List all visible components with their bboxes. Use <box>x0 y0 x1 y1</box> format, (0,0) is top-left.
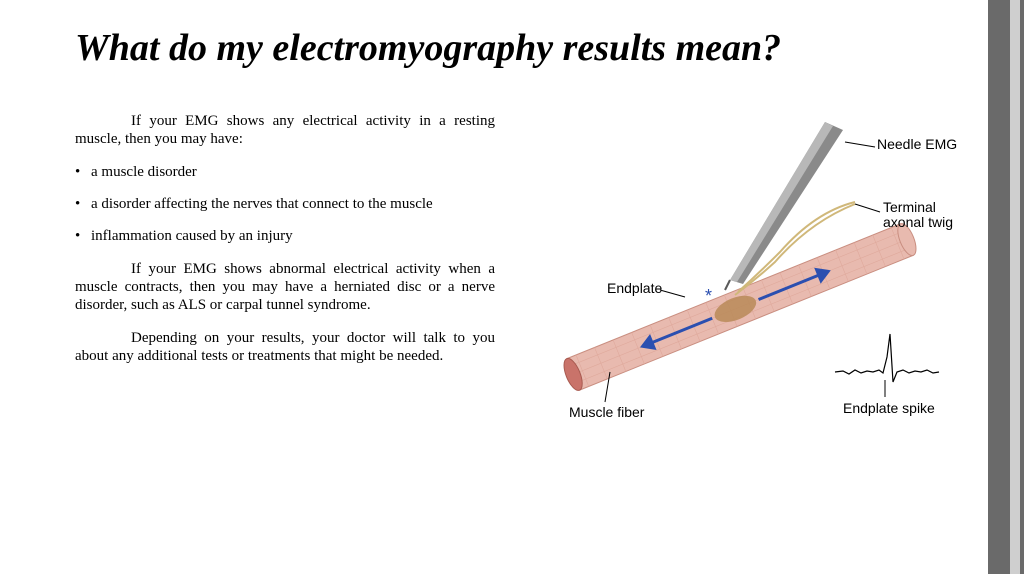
page-title: What do my electromyography results mean… <box>75 28 974 70</box>
label-endplate: Endplate <box>607 280 662 296</box>
slide-edge-decoration <box>988 0 1024 574</box>
para-next-steps: Depending on your results, your doctor w… <box>75 329 495 365</box>
label-terminal-twig: Terminal axonal twig <box>883 200 974 231</box>
text-column: If your EMG shows any electrical activit… <box>75 112 495 380</box>
label-needle-emg: Needle EMG <box>877 136 957 152</box>
list-item: a muscle disorder <box>75 163 495 181</box>
label-muscle-fiber: Muscle fiber <box>569 404 644 420</box>
slide-edge-inner <box>1010 0 1020 574</box>
slide: What do my electromyography results mean… <box>0 0 1024 574</box>
label-endplate-spike: Endplate spike <box>843 400 935 416</box>
svg-text:*: * <box>705 286 712 306</box>
para-abnormal: If your EMG shows abnormal electrical ac… <box>75 260 495 314</box>
emg-diagram: * Needle EMG Terminal axonal twig Endpla… <box>525 112 974 432</box>
list-item: a disorder affecting the nerves that con… <box>75 195 495 213</box>
list-item: inflammation caused by an injury <box>75 227 495 245</box>
intro-paragraph: If your EMG shows any electrical activit… <box>75 112 495 148</box>
bullet-list: a muscle disorder a disorder affecting t… <box>75 163 495 245</box>
diagram-svg: * <box>525 112 955 432</box>
content-wrapper: If your EMG shows any electrical activit… <box>75 112 974 432</box>
